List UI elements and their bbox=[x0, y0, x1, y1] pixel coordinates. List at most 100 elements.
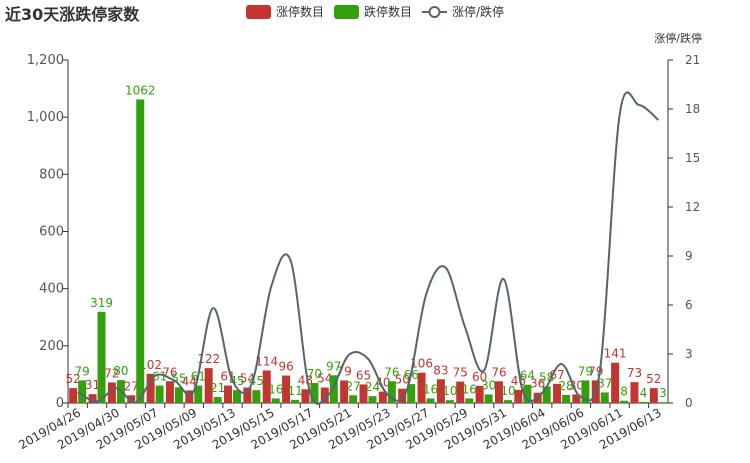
y2-tick-label: 3 bbox=[685, 347, 693, 361]
bar-label: 44 bbox=[182, 374, 197, 388]
bar-label: 60 bbox=[472, 370, 487, 384]
bar bbox=[600, 392, 609, 403]
bar bbox=[107, 382, 116, 403]
bar bbox=[581, 380, 590, 403]
bar-label: 31 bbox=[85, 378, 100, 392]
bar-label: 79 bbox=[578, 364, 593, 378]
y2-tick-label: 6 bbox=[685, 298, 693, 312]
bar bbox=[445, 400, 454, 403]
bar bbox=[503, 400, 512, 403]
bar-label: 28 bbox=[558, 379, 573, 393]
bar bbox=[282, 375, 291, 403]
bar bbox=[271, 398, 280, 403]
bar bbox=[398, 388, 407, 403]
bar-label: 10 bbox=[500, 384, 515, 398]
bar-label: 65 bbox=[356, 368, 371, 382]
bar bbox=[572, 394, 581, 403]
y2-tick-label: 18 bbox=[685, 102, 700, 116]
bar-label: 102 bbox=[139, 358, 162, 372]
bar bbox=[174, 387, 183, 403]
bar bbox=[155, 385, 164, 403]
bar-label: 16 bbox=[268, 382, 283, 396]
ratio-line bbox=[77, 91, 659, 405]
y-tick-label: 1,200 bbox=[27, 53, 64, 68]
bar-label: 16 bbox=[462, 382, 477, 396]
bar bbox=[378, 391, 387, 403]
bar-label: 319 bbox=[90, 296, 113, 310]
bar-label: 36 bbox=[530, 377, 545, 391]
bar-label: 72 bbox=[104, 366, 119, 380]
bar-label: 96 bbox=[278, 360, 293, 374]
bar-label: 80 bbox=[113, 364, 128, 378]
bar bbox=[252, 390, 261, 403]
bar-label: 10 bbox=[442, 384, 457, 398]
legend-label[interactable]: 跌停数目 bbox=[364, 4, 412, 19]
bar-label: 79 bbox=[75, 364, 90, 378]
bar-label: 27 bbox=[124, 379, 139, 393]
bar bbox=[340, 380, 349, 403]
bar bbox=[136, 99, 145, 403]
bar-label: 8 bbox=[620, 385, 628, 399]
y-tick-label: 1,000 bbox=[27, 110, 64, 125]
bar bbox=[456, 381, 465, 403]
bar bbox=[78, 380, 87, 403]
y2-tick-label: 12 bbox=[685, 200, 700, 214]
legend-label[interactable]: 涨停/跌停 bbox=[452, 4, 504, 19]
bar-label: 21 bbox=[210, 381, 225, 395]
bar-label: 4 bbox=[640, 386, 648, 400]
bar bbox=[146, 373, 155, 403]
bar bbox=[368, 396, 377, 403]
bar-label: 114 bbox=[255, 354, 278, 368]
bar bbox=[562, 394, 571, 403]
bar-label: 3 bbox=[659, 386, 667, 400]
legend-swatch[interactable] bbox=[334, 5, 359, 19]
bar bbox=[213, 396, 222, 403]
bar bbox=[542, 386, 551, 403]
bar-label: 141 bbox=[604, 347, 627, 361]
bar-label: 45 bbox=[249, 374, 264, 388]
y-tick-label: 800 bbox=[39, 167, 64, 182]
bar-label: 73 bbox=[627, 366, 642, 380]
bar bbox=[639, 401, 648, 403]
y-tick-label: 0 bbox=[56, 396, 64, 411]
bar-label: 11 bbox=[287, 384, 302, 398]
bar bbox=[465, 398, 474, 403]
bar bbox=[494, 381, 503, 403]
bar bbox=[262, 370, 271, 403]
bar bbox=[243, 387, 252, 403]
bar-label: 1062 bbox=[125, 83, 156, 97]
bar-label: 76 bbox=[384, 365, 399, 379]
legend-swatch[interactable] bbox=[246, 5, 271, 19]
bar-label: 67 bbox=[549, 368, 564, 382]
bar-label: 16 bbox=[423, 382, 438, 396]
bar-label: 97 bbox=[326, 359, 341, 373]
bar bbox=[69, 388, 78, 403]
bar-label: 83 bbox=[433, 363, 448, 377]
bar bbox=[320, 387, 329, 403]
bar-label: 45 bbox=[229, 374, 244, 388]
bar bbox=[97, 311, 106, 403]
y2-tick-label: 9 bbox=[685, 249, 693, 263]
chart-title: 近30天涨跌停家数 bbox=[5, 5, 140, 24]
bar-label: 30 bbox=[481, 378, 496, 392]
bar bbox=[349, 395, 358, 403]
bar bbox=[658, 402, 667, 403]
bar-label: 54 bbox=[240, 372, 255, 386]
bar-label: 76 bbox=[491, 365, 506, 379]
bar-label: 27 bbox=[346, 379, 361, 393]
bar bbox=[436, 379, 445, 403]
bar bbox=[194, 385, 203, 403]
bar bbox=[359, 384, 368, 403]
bar bbox=[224, 385, 233, 403]
bar-label: 106 bbox=[410, 357, 433, 371]
legend-swatch[interactable] bbox=[428, 6, 441, 18]
legend-label[interactable]: 涨停数目 bbox=[276, 4, 324, 19]
bar bbox=[523, 384, 532, 403]
bar bbox=[185, 390, 194, 403]
bar-label: 61 bbox=[152, 370, 167, 384]
bar bbox=[620, 400, 629, 403]
bar bbox=[127, 395, 136, 403]
bar-label: 37 bbox=[597, 376, 612, 390]
bar-label: 122 bbox=[197, 352, 220, 366]
